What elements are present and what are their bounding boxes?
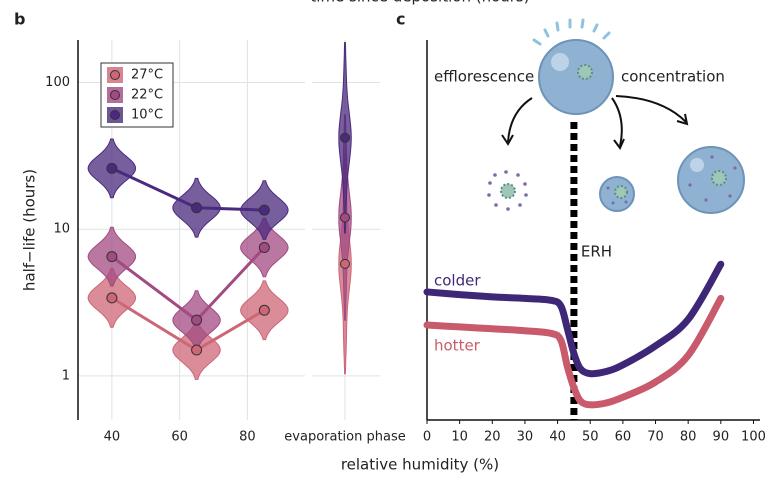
large-droplet [532,18,614,115]
annotation: concentration [621,68,725,86]
series-line [111,166,265,212]
inset-point [340,212,350,223]
x-tick-label: 10 [451,430,468,445]
legend: 27°C 22°C 10°C [100,62,174,128]
y-tick-label: 1 [62,368,70,383]
legend-label: 27°C [131,68,163,83]
small-droplet [599,176,635,212]
dry-residue [487,170,528,211]
point [191,344,203,356]
legend-point [110,70,120,80]
series-line [423,294,725,409]
series-line [423,260,725,378]
point [258,242,270,254]
point [258,204,270,216]
point [106,292,118,304]
x-tick-label: 20 [484,430,501,445]
x-tick-label: 40 [549,430,566,445]
legend-point [110,90,120,100]
x-axis-label: relative humidity (%) [341,456,499,474]
legend-label: 22°C [131,88,163,103]
x-tick-label: 100 [741,430,766,445]
y-axis-label: half−life (hours) [21,169,39,291]
legend-point [110,110,120,120]
erh-label: ERH [581,243,612,261]
series-label: colder [434,272,481,290]
panel-label: c [396,10,405,29]
x-tick-label: 90 [713,430,730,445]
point [106,251,118,263]
point [106,162,118,174]
arrows [501,95,689,150]
x-tick-label: 40 [104,430,121,445]
inset-point [340,132,350,143]
annotation: efflorescence [434,68,534,86]
y-tick-label: 10 [53,222,70,237]
series-label: hotter [434,337,481,355]
x-tick-label: 50 [582,430,599,445]
x-tick-label: 0 [423,430,431,445]
inset-point [340,258,350,269]
point [191,202,203,214]
x-tick-label: 60 [171,430,188,445]
point [191,314,203,326]
droplet-illustrations [487,18,745,214]
legend-label: 10°C [131,108,163,123]
x-tick-label: 70 [647,430,664,445]
point [258,304,270,316]
y-tick-label: 100 [45,75,70,90]
x-tick-label: 80 [680,430,697,445]
x-tick-label: 30 [517,430,534,445]
panel-label: b [14,10,25,29]
medium-droplet [677,146,745,214]
x-tick-label: 60 [615,430,632,445]
inset-category: evaporation phase [284,430,405,445]
top-label: time since deposition (hours) [310,0,529,6]
x-tick-label: 80 [239,430,256,445]
